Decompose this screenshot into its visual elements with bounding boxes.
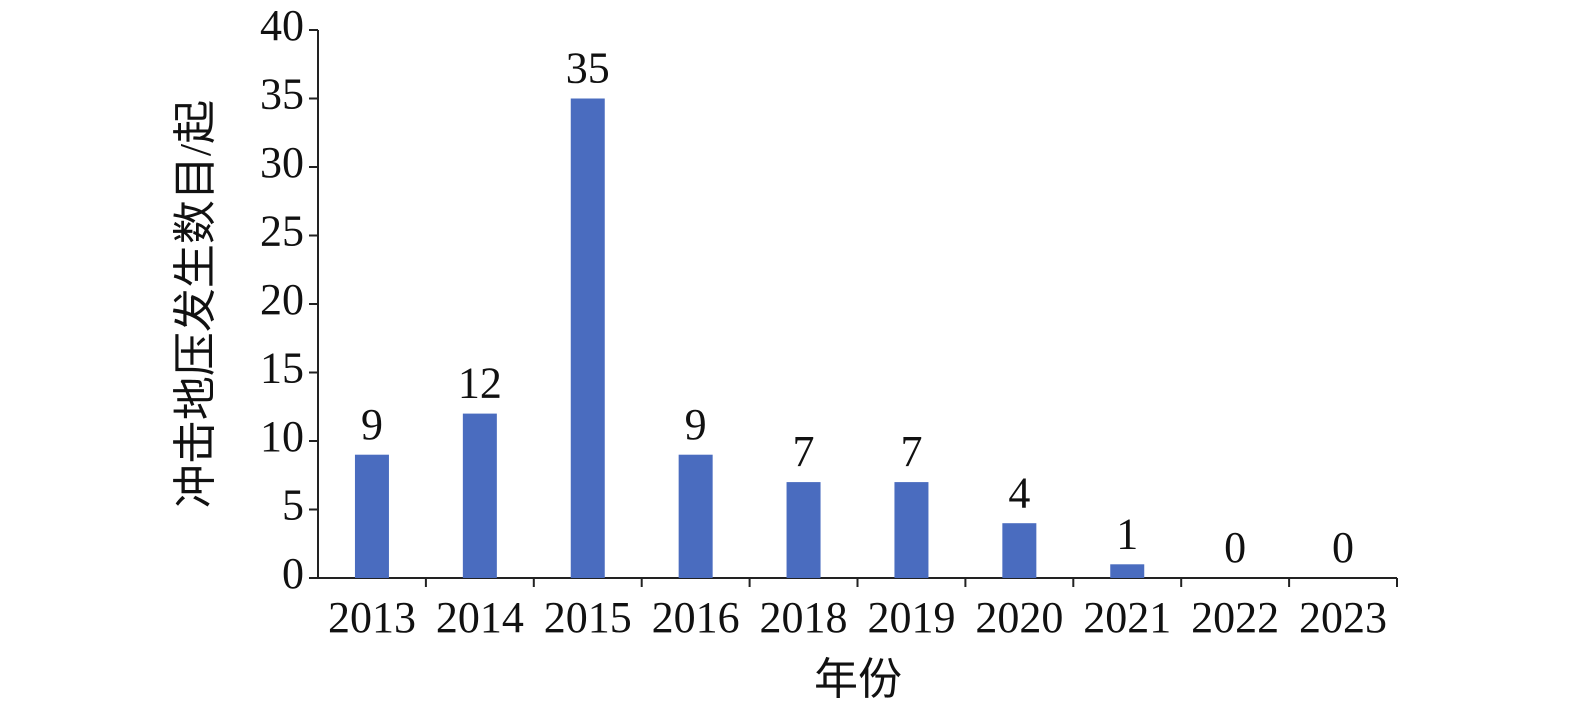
y-tick-label: 5 xyxy=(282,481,304,530)
bar xyxy=(678,454,713,578)
y-tick-label: 25 xyxy=(260,207,304,256)
data-label: 0 xyxy=(1332,523,1354,572)
data-label: 7 xyxy=(793,427,815,476)
data-label: 7 xyxy=(900,427,922,476)
bar xyxy=(894,482,929,578)
bar xyxy=(462,413,497,578)
y-tick-label: 40 xyxy=(260,1,304,50)
x-tick-label: 2019 xyxy=(867,593,955,642)
y-tick-label: 0 xyxy=(282,549,304,598)
y-axis-label: 冲击地压发生数目/起 xyxy=(171,100,220,508)
bar xyxy=(570,98,605,578)
x-tick-label: 2014 xyxy=(436,593,524,642)
data-label: 4 xyxy=(1008,468,1030,517)
x-axis-label: 年份 xyxy=(814,655,902,704)
data-label: 9 xyxy=(361,400,383,449)
data-label: 0 xyxy=(1224,523,1246,572)
y-tick-label: 30 xyxy=(260,138,304,187)
data-label: 1 xyxy=(1116,509,1138,558)
data-label: 9 xyxy=(685,400,707,449)
x-tick-label: 2018 xyxy=(760,593,848,642)
y-tick-label: 20 xyxy=(260,275,304,324)
y-tick-label: 10 xyxy=(260,412,304,461)
y-tick-label: 15 xyxy=(260,344,304,393)
x-tick-label: 2021 xyxy=(1083,593,1171,642)
data-label: 35 xyxy=(566,44,610,93)
x-tick-label: 2023 xyxy=(1299,593,1387,642)
bar xyxy=(1002,523,1037,578)
bar xyxy=(1110,564,1145,578)
x-tick-label: 2022 xyxy=(1191,593,1279,642)
y-tick-label: 35 xyxy=(260,70,304,119)
bar xyxy=(354,454,389,578)
x-tick-label: 2020 xyxy=(975,593,1063,642)
x-tick-label: 2013 xyxy=(328,593,416,642)
x-tick-label: 2015 xyxy=(544,593,632,642)
data-label: 12 xyxy=(458,359,502,408)
x-tick-label: 2016 xyxy=(652,593,740,642)
bar xyxy=(786,482,821,578)
